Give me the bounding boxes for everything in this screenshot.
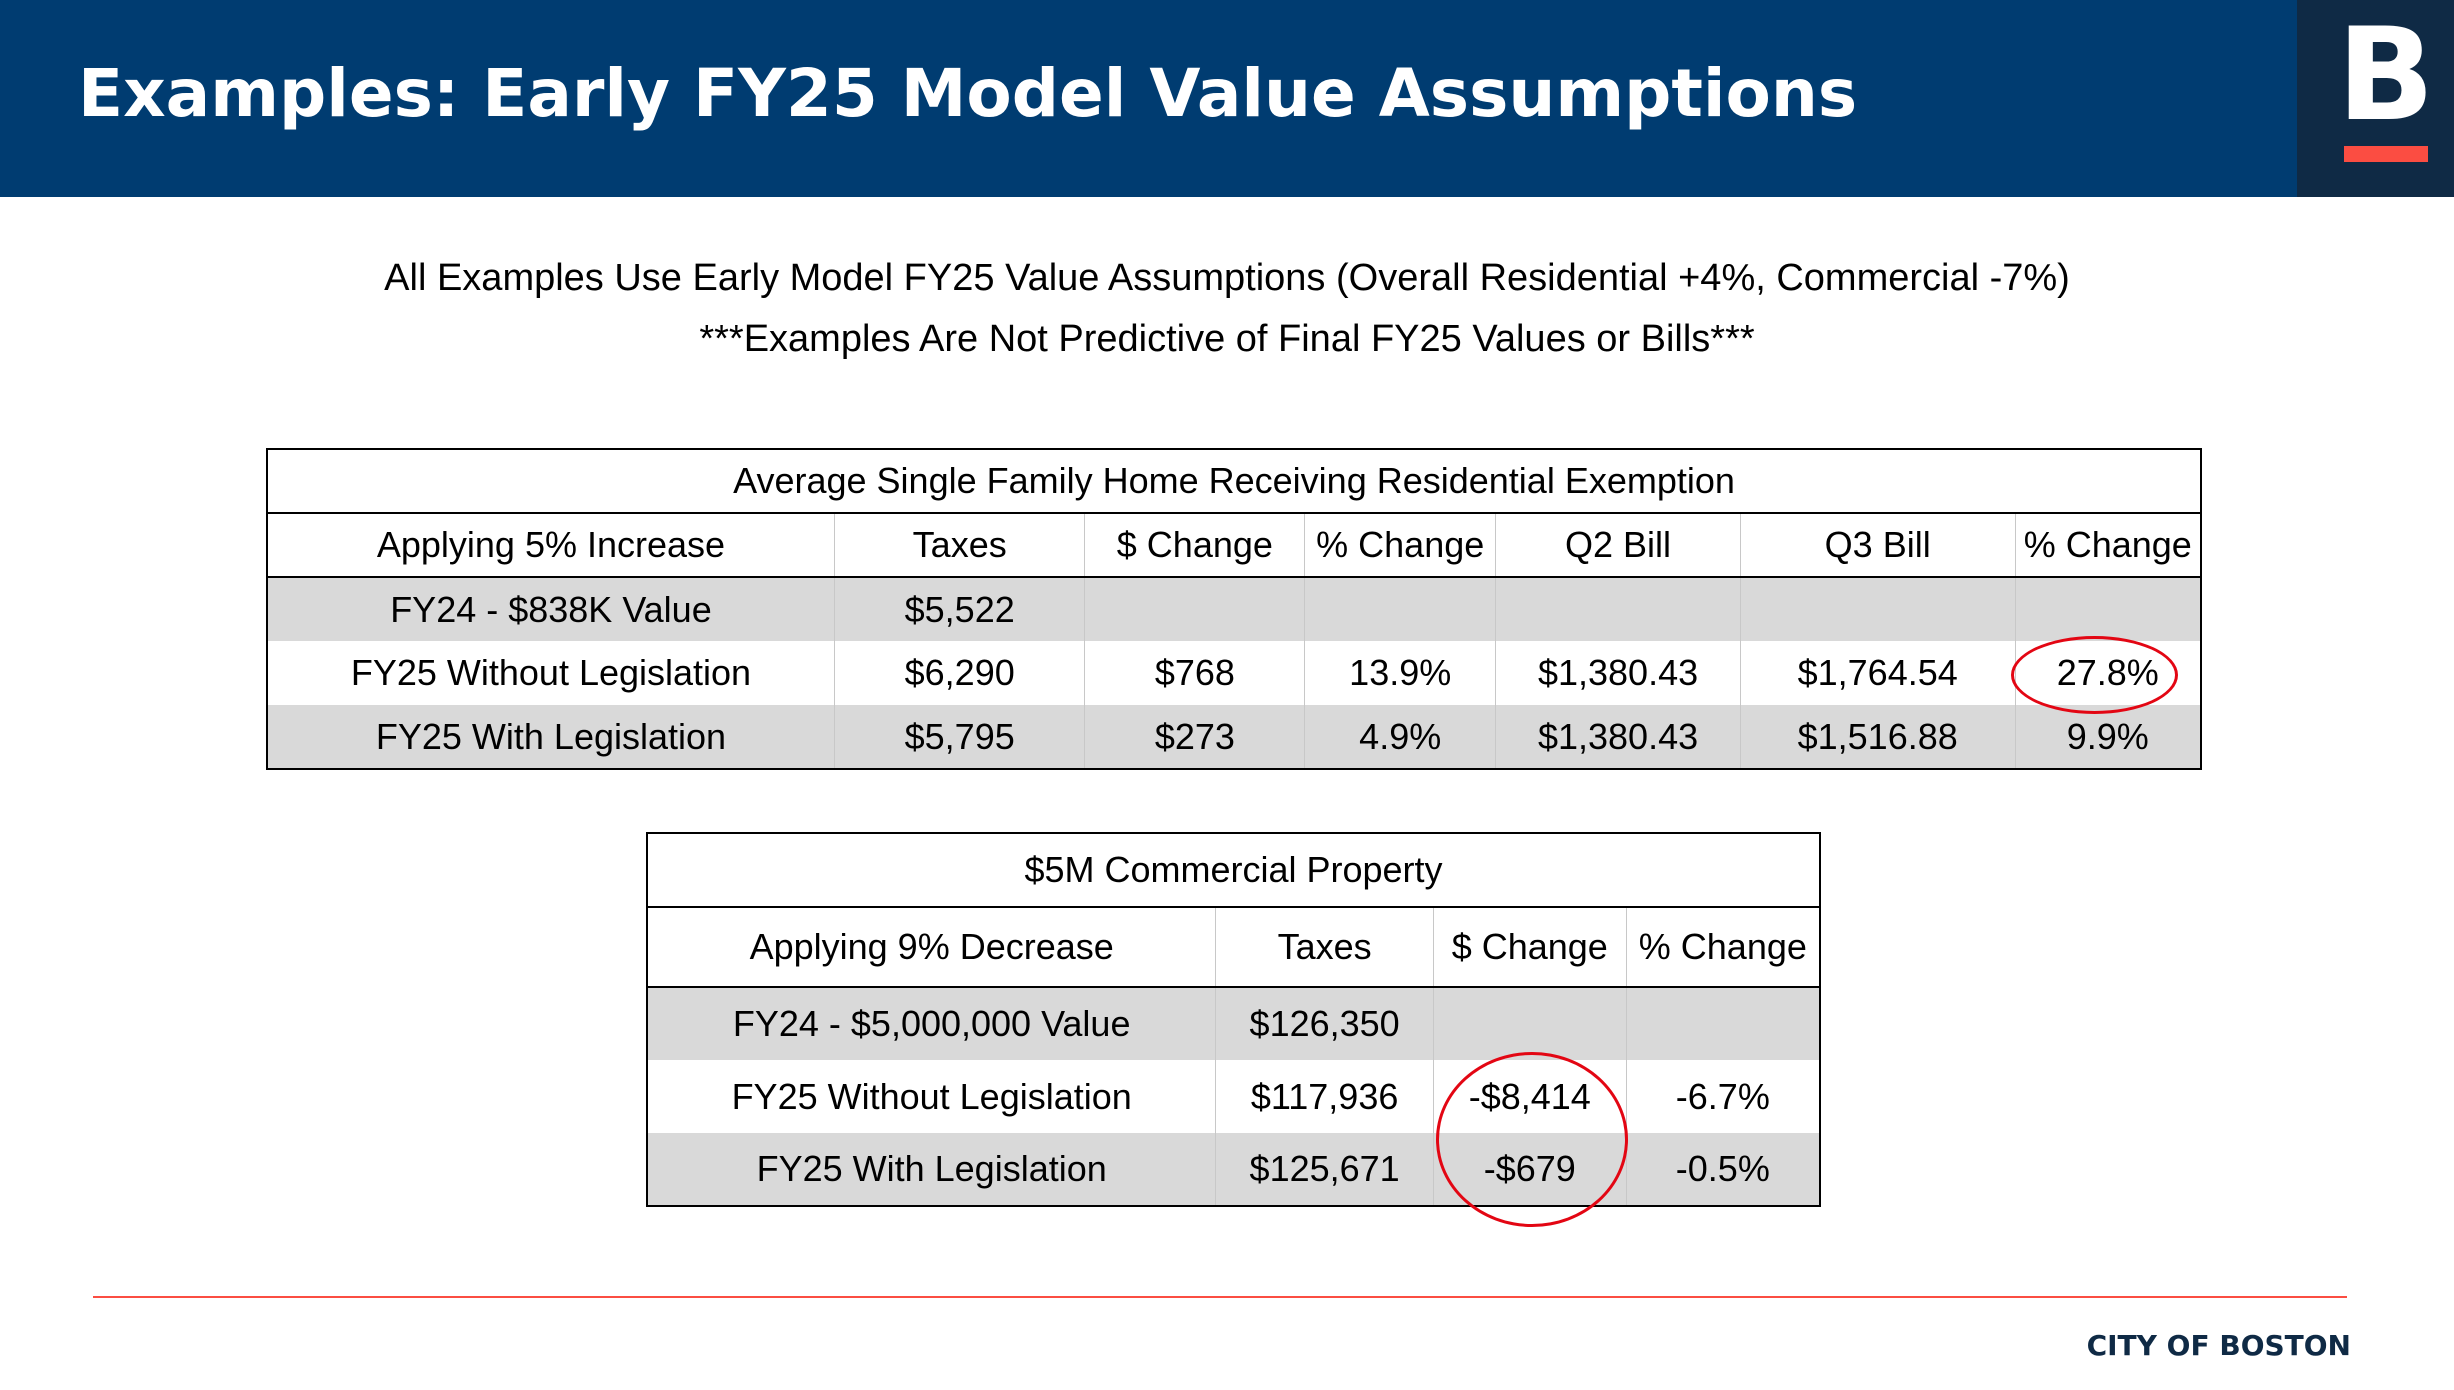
table-cell: [1625, 987, 1821, 1060]
table-cell: [1084, 577, 1306, 641]
table-row: FY24 - $838K Value $5,522: [266, 577, 2202, 641]
commercial-table: $5M Commercial Property Applying 9% Decr…: [646, 832, 1821, 1207]
column-header: Taxes: [1215, 907, 1434, 988]
table-title: $5M Commercial Property: [647, 833, 1820, 908]
table-cell: $1,380.43: [1495, 705, 1741, 769]
table-header-row: Applying 5% Increase Taxes $ Change % Ch…: [266, 513, 2202, 578]
table-cell: -$8,414: [1432, 1060, 1627, 1133]
table-title: Average Single Family Home Receiving Res…: [267, 449, 2201, 514]
table-cell: FY24 - $5,000,000 Value: [646, 987, 1217, 1060]
footer-divider: [93, 1296, 2347, 1298]
slide-header: Examples: Early FY25 Model Value Assumpt…: [0, 0, 2454, 197]
table-cell: [1739, 577, 2016, 641]
table-cell: 4.9%: [1304, 705, 1497, 769]
table-cell: 27.8%: [2014, 641, 2202, 705]
table-cell: -$679: [1432, 1133, 1627, 1206]
table-cell: $1,516.88: [1739, 705, 2016, 769]
slide-title: Examples: Early FY25 Model Value Assumpt…: [78, 55, 1858, 132]
table-row: FY25 Without Legislation $6,290 $768 13.…: [266, 641, 2202, 705]
logo-accent-bar: [2344, 146, 2428, 162]
table-cell: $1,764.54: [1739, 641, 2016, 705]
table-cell: $126,350: [1215, 987, 1434, 1060]
table-cell: $5,522: [833, 577, 1086, 641]
table-cell: 9.9%: [2014, 705, 2202, 769]
table-row: FY24 - $5,000,000 Value $126,350: [646, 987, 1821, 1060]
column-header: Q3 Bill: [1739, 513, 2016, 578]
column-header: $ Change: [1432, 907, 1627, 988]
column-header: Q2 Bill: [1495, 513, 1741, 578]
boston-logo: B: [2297, 0, 2454, 197]
table-row: FY25 With Legislation $125,671 -$679 -0.…: [646, 1133, 1821, 1206]
table-cell: [1432, 987, 1627, 1060]
table-cell: $125,671: [1215, 1133, 1434, 1206]
table-cell: 13.9%: [1304, 641, 1497, 705]
table-cell: -0.5%: [1625, 1133, 1821, 1206]
table-cell: FY25 With Legislation: [646, 1133, 1217, 1206]
table-row: FY25 With Legislation $5,795 $273 4.9% $…: [266, 705, 2202, 769]
logo-letter: B: [2337, 1, 2435, 150]
table-cell: [1304, 577, 1497, 641]
column-header: % Change: [2014, 513, 2202, 578]
table-cell: $273: [1084, 705, 1306, 769]
column-header: Applying 9% Decrease: [646, 907, 1217, 988]
table-cell: -6.7%: [1625, 1060, 1821, 1133]
column-header: $ Change: [1084, 513, 1306, 578]
table-cell: $768: [1084, 641, 1306, 705]
subtitle-line-2: ***Examples Are Not Predictive of Final …: [699, 318, 1755, 360]
table-title-row: $5M Commercial Property: [647, 833, 1820, 908]
column-header: Applying 5% Increase: [266, 513, 835, 578]
residential-table: Average Single Family Home Receiving Res…: [266, 448, 2202, 770]
column-header: % Change: [1625, 907, 1821, 988]
column-header: Taxes: [833, 513, 1086, 578]
table-row: FY25 Without Legislation $117,936 -$8,41…: [646, 1060, 1821, 1133]
column-header: % Change: [1304, 513, 1497, 578]
table-cell: FY24 - $838K Value: [266, 577, 835, 641]
table-cell: [1495, 577, 1741, 641]
table-cell: FY25 Without Legislation: [266, 641, 835, 705]
table-cell: [2014, 577, 2202, 641]
footer-label: CITY OF BOSTON: [2086, 1329, 2351, 1362]
table-cell: FY25 Without Legislation: [646, 1060, 1217, 1133]
table-header-row: Applying 9% Decrease Taxes $ Change % Ch…: [646, 907, 1821, 988]
subtitle-line-1: All Examples Use Early Model FY25 Value …: [384, 257, 2070, 299]
table-cell: $117,936: [1215, 1060, 1434, 1133]
table-cell: $1,380.43: [1495, 641, 1741, 705]
table-cell: $5,795: [833, 705, 1086, 769]
table-cell: $6,290: [833, 641, 1086, 705]
table-title-row: Average Single Family Home Receiving Res…: [267, 449, 2201, 514]
table-cell: FY25 With Legislation: [266, 705, 835, 769]
